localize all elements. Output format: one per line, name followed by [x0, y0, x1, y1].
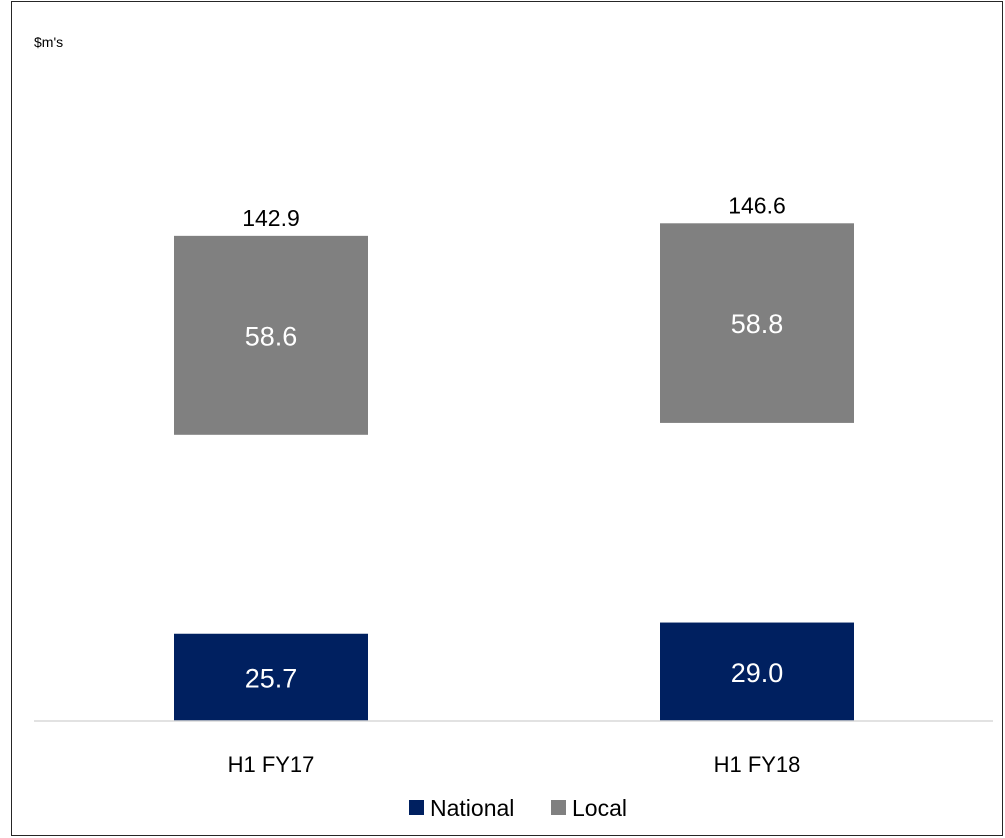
unit-label: $m's — [34, 34, 63, 50]
data-label-local-h1-fy18: 58.8 — [731, 309, 784, 339]
bar-local-h1-fy17 — [174, 235, 368, 435]
bars-group — [174, 223, 854, 721]
legend: National Local — [409, 795, 627, 821]
category-label-h1-fy17: H1 FY17 — [228, 752, 315, 777]
bar-local-h1-fy18 — [660, 223, 854, 423]
labels-group: 58.6 25.7 142.9 H1 FY17 58.8 29.0 146.6 H1 FY18 — [228, 192, 801, 777]
data-label-national-h1-fy17: 25.7 — [245, 663, 298, 693]
category-label-h1-fy18: H1 FY18 — [714, 752, 801, 777]
total-label-h1-fy17: 142.9 — [242, 205, 300, 231]
legend-label-local: Local — [572, 795, 627, 821]
total-label-h1-fy18: 146.6 — [728, 192, 786, 218]
data-label-national-h1-fy18: 29.0 — [731, 658, 784, 688]
legend-label-national: National — [430, 795, 514, 821]
bar-national-h1-fy17 — [174, 633, 368, 721]
legend-swatch-local — [551, 800, 566, 815]
legend-swatch-national — [409, 800, 424, 815]
data-label-local-h1-fy17: 58.6 — [245, 321, 298, 351]
bar-national-h1-fy18 — [660, 622, 854, 721]
